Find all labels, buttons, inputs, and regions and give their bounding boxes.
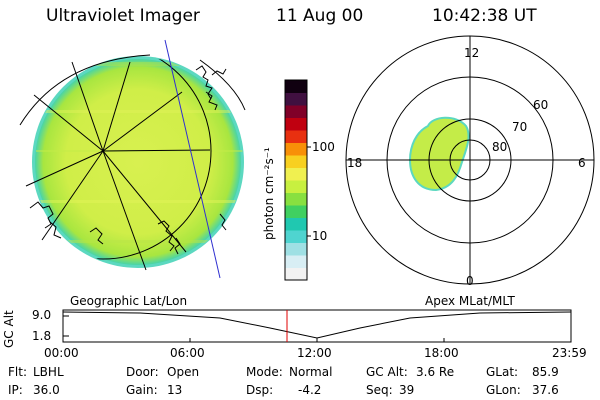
glat-value: 85.9: [532, 365, 559, 379]
mlt-label-0: 0: [466, 274, 474, 288]
ip-label: IP:: [8, 383, 23, 397]
timeline-xtick-1800: 18:00: [424, 346, 459, 360]
observation-date: 11 Aug 00: [276, 6, 364, 26]
mlt-label-6: 6: [578, 156, 586, 170]
colorbar-segment: [285, 155, 307, 168]
colorbar-segment: [285, 117, 307, 131]
seq-label: Seq:: [366, 383, 393, 397]
timeline-ytick-1-8: 1.8: [32, 329, 52, 343]
timeline-xtick-0600: 06:00: [170, 346, 205, 360]
earth-image: [19, 39, 246, 279]
colorbar: [284, 79, 311, 281]
door-value: Open: [167, 365, 200, 379]
mode-label: Mode:: [246, 365, 283, 379]
observation-time: 10:42:38 UT: [432, 6, 537, 26]
flt-value: LBHL: [33, 365, 64, 379]
colorbar-segment: [285, 267, 307, 281]
colorbar-segment: [285, 255, 307, 268]
instrument-title: Ultraviolet Imager: [46, 6, 200, 26]
lat-label-80: 80: [492, 140, 508, 154]
timeline-xtick-2359: 23:59: [552, 346, 587, 360]
colorbar-segment: [285, 205, 307, 218]
colorbar-segment: [285, 217, 307, 231]
glat-label: GLat:: [486, 365, 519, 379]
colorbar-unit-label: photon cm⁻²s⁻¹: [262, 147, 276, 240]
gcalt-value: 3.6 Re: [416, 365, 455, 379]
flt-label: Flt:: [8, 365, 27, 379]
mlt-label-12: 12: [464, 46, 480, 60]
colorbar-segment: [285, 180, 307, 193]
colorbar-segment: [285, 230, 307, 243]
timeline-right-label: Apex MLat/MLT: [425, 294, 515, 308]
polar-plot: [345, 35, 595, 285]
colorbar-tick-100: 100: [312, 140, 335, 154]
gain-label: Gain:: [126, 383, 158, 397]
colorbar-segment: [285, 80, 307, 93]
lat-label-60: 60: [533, 98, 549, 112]
seq-value: 39: [399, 383, 415, 397]
timeline-ytick-9: 9.0: [32, 308, 52, 322]
colorbar-segment: [285, 92, 307, 106]
glon-label: GLon:: [486, 383, 521, 397]
mode-value: Normal: [289, 365, 333, 379]
colorbar-segment: [285, 130, 307, 143]
colorbar-segment: [285, 242, 307, 256]
gcalt-label: GC Alt:: [366, 365, 408, 379]
colorbar-segment: [285, 167, 307, 181]
dsp-value: -4.2: [298, 383, 322, 397]
colorbar-tick-10: 10: [312, 229, 328, 243]
timeline-xtick-0000: 00:00: [44, 346, 79, 360]
glon-value: 37.6: [532, 383, 559, 397]
gain-value: 13: [167, 383, 183, 397]
timeline-axis-title: GC Alt: [2, 310, 16, 348]
timeline-xtick-1200: 12:00: [297, 346, 332, 360]
dsp-label: Dsp:: [246, 383, 274, 397]
colorbar-segment: [285, 192, 307, 206]
timeline-left-label: Geographic Lat/Lon: [70, 294, 188, 308]
timeline-plot: [62, 309, 572, 343]
ip-value: 36.0: [33, 383, 60, 397]
colorbar-segment: [285, 142, 307, 156]
lat-label-70: 70: [512, 120, 528, 134]
colorbar-segment: [285, 105, 307, 118]
door-label: Door:: [126, 365, 159, 379]
mlt-label-18: 18: [347, 156, 363, 170]
